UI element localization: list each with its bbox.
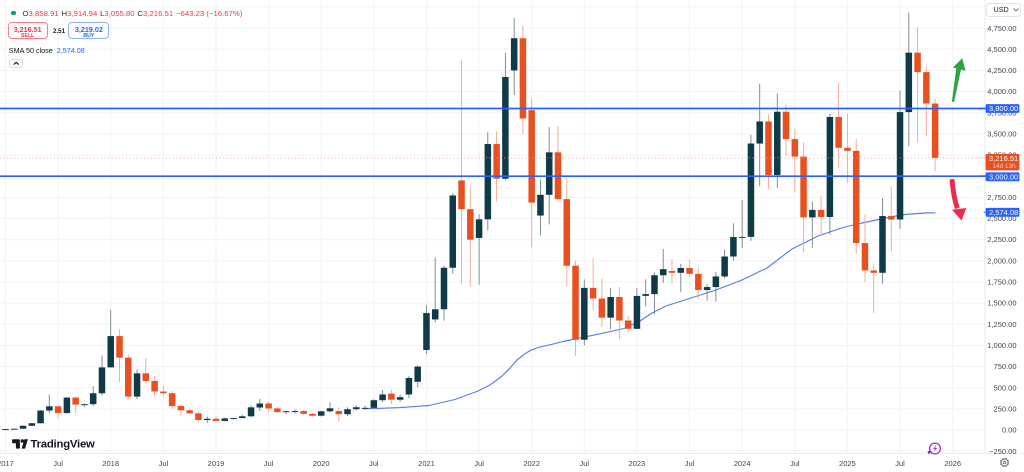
svg-text:4,250.00: 4,250.00 <box>987 66 1016 75</box>
svg-text:4,750.00: 4,750.00 <box>987 24 1016 33</box>
svg-text:2025: 2025 <box>839 459 856 468</box>
svg-text:2,500.00: 2,500.00 <box>987 214 1016 223</box>
svg-text:2,574.08: 2,574.08 <box>989 208 1018 217</box>
svg-text:1,000.00: 1,000.00 <box>987 341 1016 350</box>
svg-text:1,250.00: 1,250.00 <box>987 320 1016 329</box>
svg-text:2018: 2018 <box>102 459 119 468</box>
svg-text:4,000.00: 4,000.00 <box>987 87 1016 96</box>
svg-text:2023: 2023 <box>629 459 646 468</box>
svg-text:3,000.00: 3,000.00 <box>989 172 1018 181</box>
svg-text:250.00: 250.00 <box>994 405 1017 414</box>
svg-text:2,000.00: 2,000.00 <box>987 256 1016 265</box>
svg-text:Jul: Jul <box>474 459 484 468</box>
svg-text:TradingView: TradingView <box>31 438 96 450</box>
svg-text:Jul: Jul <box>580 459 590 468</box>
svg-text:2,750.00: 2,750.00 <box>987 193 1016 202</box>
svg-text:Jul: Jul <box>790 459 800 468</box>
svg-text:1,500.00: 1,500.00 <box>987 299 1016 308</box>
svg-text:750.00: 750.00 <box>994 362 1017 371</box>
svg-text:2,250.00: 2,250.00 <box>987 235 1016 244</box>
svg-text:USD: USD <box>994 5 1009 14</box>
svg-text:2024: 2024 <box>734 459 751 468</box>
svg-text:Jul: Jul <box>369 459 379 468</box>
svg-text:2019: 2019 <box>208 459 225 468</box>
svg-text:2026: 2026 <box>944 459 961 468</box>
svg-text:2020: 2020 <box>313 459 330 468</box>
svg-text:0.00: 0.00 <box>1002 426 1017 435</box>
svg-text:Jul: Jul <box>895 459 905 468</box>
svg-text:Jul: Jul <box>159 459 169 468</box>
svg-text:2017: 2017 <box>0 459 14 468</box>
svg-text:3,216.51: 3,216.51 <box>989 154 1018 163</box>
svg-text:Jul: Jul <box>264 459 274 468</box>
svg-text:500.00: 500.00 <box>994 383 1017 392</box>
svg-text:2022: 2022 <box>523 459 540 468</box>
svg-text:1,750.00: 1,750.00 <box>987 278 1016 287</box>
svg-text:14d 13h: 14d 13h <box>992 163 1016 170</box>
svg-text:Jul: Jul <box>53 459 63 468</box>
svg-text:4,500.00: 4,500.00 <box>987 45 1016 54</box>
svg-text:Jul: Jul <box>685 459 695 468</box>
svg-text:3,800.00: 3,800.00 <box>989 104 1018 113</box>
svg-text:3,500.00: 3,500.00 <box>987 130 1016 139</box>
svg-text:2021: 2021 <box>418 459 435 468</box>
svg-text:−250.00: −250.00 <box>989 447 1016 456</box>
